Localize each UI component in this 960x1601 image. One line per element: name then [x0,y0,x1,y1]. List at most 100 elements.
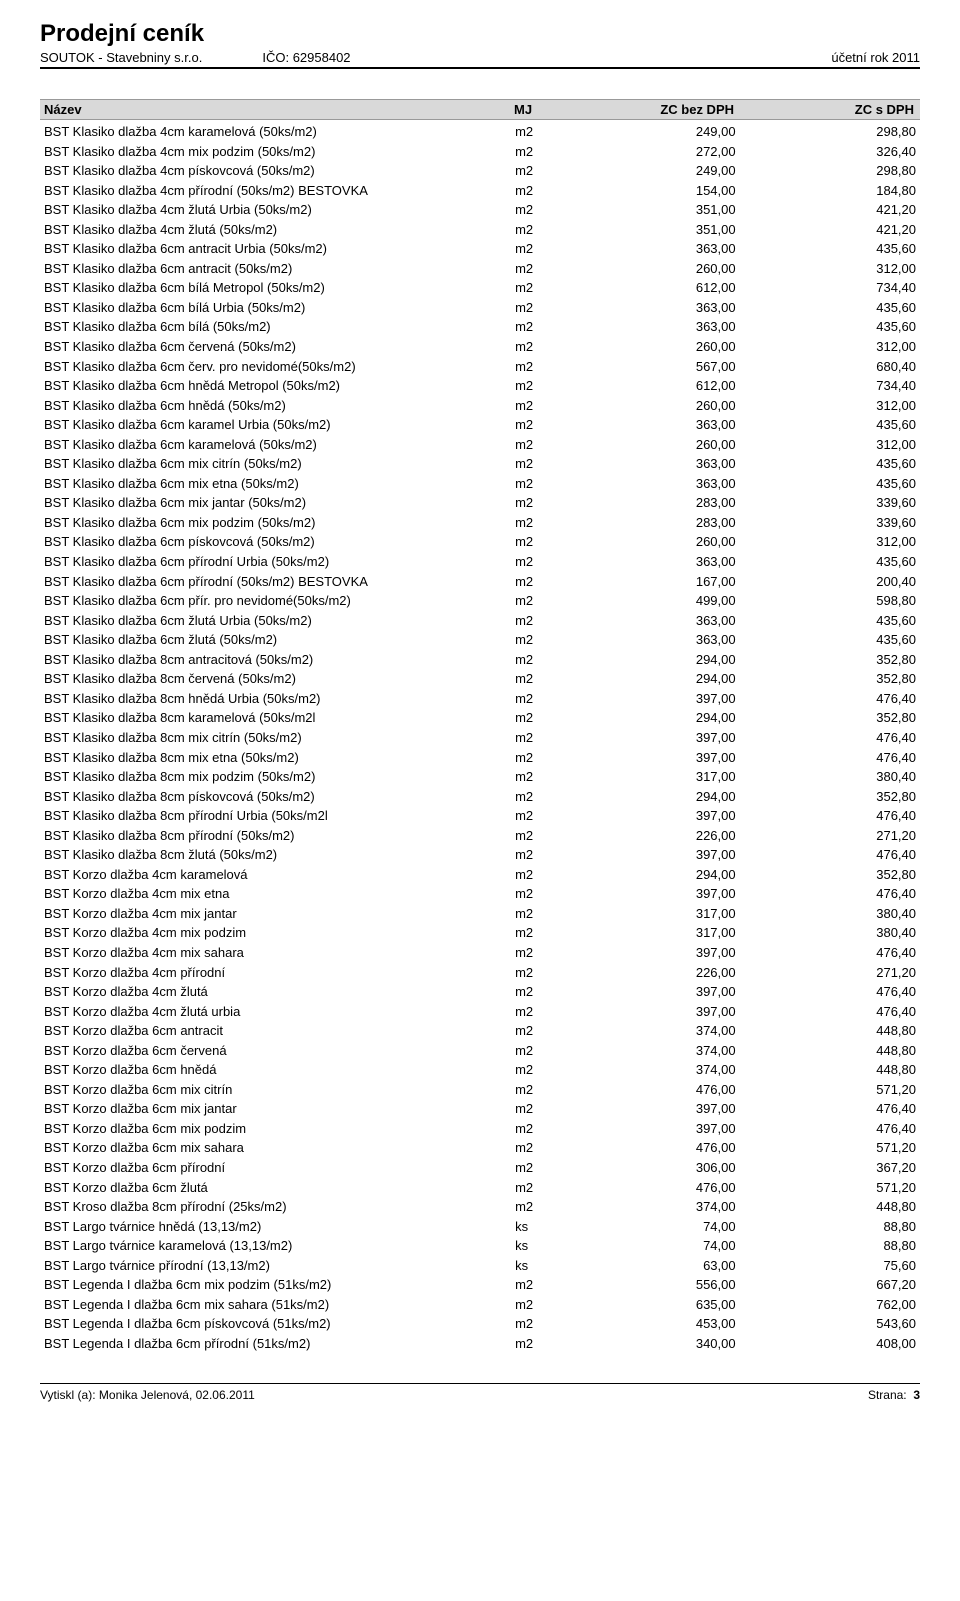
cell-price-no-vat: 499,00 [575,591,755,611]
cell-price-vat: 476,40 [756,728,920,748]
cell-mj: m2 [515,572,575,592]
cell-name: BST Klasiko dlažba 6cm pískovcová (50ks/… [40,532,515,552]
cell-name: BST Largo tvárnice karamelová (13,13/m2) [40,1236,515,1256]
table-header: Název MJ ZC bez DPH ZC s DPH [40,99,920,120]
cell-price-vat: 352,80 [756,787,920,807]
cell-mj: m2 [515,1080,575,1100]
cell-price-vat: 476,40 [756,943,920,963]
cell-price-no-vat: 556,00 [575,1275,755,1295]
cell-mj: m2 [515,630,575,650]
table-row: BST Klasiko dlažba 6cm přír. pro nevidom… [40,591,920,611]
cell-mj: m2 [515,278,575,298]
cell-name: BST Korzo dlažba 4cm mix podzim [40,923,515,943]
table-row: BST Korzo dlažba 6cm přírodním2306,00367… [40,1158,920,1178]
cell-price-no-vat: 294,00 [575,669,755,689]
cell-mj: m2 [515,181,575,201]
cell-name: BST Korzo dlažba 6cm antracit [40,1021,515,1041]
cell-name: BST Korzo dlažba 6cm mix citrín [40,1080,515,1100]
table-row: BST Klasiko dlažba 8cm hnědá Urbia (50ks… [40,689,920,709]
table-row: BST Korzo dlažba 4cm mix etnam2397,00476… [40,884,920,904]
cell-name: BST Korzo dlažba 6cm žlutá [40,1178,515,1198]
cell-price-no-vat: 260,00 [575,396,755,416]
cell-price-no-vat: 260,00 [575,337,755,357]
cell-price-no-vat: 612,00 [575,278,755,298]
cell-name: BST Korzo dlažba 4cm žlutá urbia [40,1002,515,1022]
cell-price-vat: 326,40 [756,142,920,162]
cell-mj: ks [515,1217,575,1237]
cell-price-no-vat: 317,00 [575,767,755,787]
cell-price-vat: 339,60 [756,513,920,533]
cell-mj: m2 [515,1314,575,1334]
cell-price-vat: 352,80 [756,708,920,728]
cell-price-no-vat: 397,00 [575,748,755,768]
cell-price-vat: 476,40 [756,1099,920,1119]
table-row: BST Legenda I dlažba 6cm mix sahara (51k… [40,1295,920,1315]
cell-price-no-vat: 476,00 [575,1138,755,1158]
cell-mj: m2 [515,1158,575,1178]
cell-price-vat: 312,00 [756,337,920,357]
cell-price-vat: 435,60 [756,630,920,650]
table-row: BST Klasiko dlažba 4cm žlutá (50ks/m2)m2… [40,220,920,240]
cell-name: BST Klasiko dlažba 6cm karamel Urbia (50… [40,415,515,435]
cell-price-vat: 380,40 [756,923,920,943]
cell-mj: m2 [515,357,575,377]
cell-mj: m2 [515,591,575,611]
table-row: BST Klasiko dlažba 8cm pískovcová (50ks/… [40,787,920,807]
cell-name: BST Legenda I dlažba 6cm mix sahara (51k… [40,1295,515,1315]
table-row: BST Legenda I dlažba 6cm pískovcová (51k… [40,1314,920,1334]
table-row: BST Legenda I dlažba 6cm přírodní (51ks/… [40,1334,920,1354]
cell-price-no-vat: 63,00 [575,1256,755,1276]
page-title: Prodejní ceník [40,20,920,50]
table-row: BST Korzo dlažba 4cm mix saharam2397,004… [40,943,920,963]
table-row: BST Klasiko dlažba 4cm karamelová (50ks/… [40,122,920,142]
cell-price-no-vat: 397,00 [575,1099,755,1119]
cell-mj: m2 [515,122,575,142]
cell-price-vat: 312,00 [756,532,920,552]
table-row: BST Klasiko dlažba 6cm karamelová (50ks/… [40,435,920,455]
cell-name: BST Klasiko dlažba 8cm žlutá (50ks/m2) [40,845,515,865]
cell-price-vat: 734,40 [756,278,920,298]
cell-price-vat: 476,40 [756,884,920,904]
cell-price-vat: 312,00 [756,396,920,416]
cell-name: BST Klasiko dlažba 8cm přírodní (50ks/m2… [40,826,515,846]
cell-price-no-vat: 397,00 [575,728,755,748]
cell-price-no-vat: 306,00 [575,1158,755,1178]
cell-price-no-vat: 397,00 [575,689,755,709]
cell-price-vat: 667,20 [756,1275,920,1295]
cell-name: BST Klasiko dlažba 8cm antracitová (50ks… [40,650,515,670]
cell-mj: m2 [515,337,575,357]
cell-price-vat: 571,20 [756,1080,920,1100]
cell-mj: m2 [515,1041,575,1061]
table-row: BST Klasiko dlažba 6cm přírodní Urbia (5… [40,552,920,572]
cell-name: BST Klasiko dlažba 6cm bílá Urbia (50ks/… [40,298,515,318]
cell-price-vat: 762,00 [756,1295,920,1315]
table-row: BST Klasiko dlažba 6cm červ. pro nevidom… [40,357,920,377]
table-row: BST Klasiko dlažba 6cm bílá Metropol (50… [40,278,920,298]
table-row: BST Korzo dlažba 6cm antracitm2374,00448… [40,1021,920,1041]
table-row: BST Klasiko dlažba 6cm pískovcová (50ks/… [40,532,920,552]
cell-name: BST Korzo dlažba 6cm mix podzim [40,1119,515,1139]
table-row: BST Korzo dlažba 6cm mix jantarm2397,004… [40,1099,920,1119]
cell-mj: m2 [515,611,575,631]
cell-price-vat: 380,40 [756,904,920,924]
cell-price-vat: 435,60 [756,298,920,318]
cell-price-vat: 543,60 [756,1314,920,1334]
cell-name: BST Korzo dlažba 6cm přírodní [40,1158,515,1178]
cell-mj: m2 [515,1119,575,1139]
cell-price-vat: 435,60 [756,317,920,337]
table-row: BST Klasiko dlažba 8cm mix podzim (50ks/… [40,767,920,787]
cell-name: BST Klasiko dlažba 6cm hnědá Metropol (5… [40,376,515,396]
cell-mj: m2 [515,259,575,279]
cell-price-no-vat: 363,00 [575,454,755,474]
cell-price-vat: 435,60 [756,415,920,435]
table-row: BST Klasiko dlažba 6cm bílá (50ks/m2)m23… [40,317,920,337]
cell-mj: m2 [515,1178,575,1198]
cell-name: BST Klasiko dlažba 6cm bílá Metropol (50… [40,278,515,298]
cell-mj: m2 [515,689,575,709]
table-row: BST Korzo dlažba 6cm žlutám2476,00571,20 [40,1178,920,1198]
table-row: BST Korzo dlažba 6cm mix saharam2476,005… [40,1138,920,1158]
cell-price-no-vat: 340,00 [575,1334,755,1354]
table-row: BST Klasiko dlažba 8cm přírodní (50ks/m2… [40,826,920,846]
cell-name: BST Largo tvárnice hnědá (13,13/m2) [40,1217,515,1237]
cell-mj: m2 [515,884,575,904]
